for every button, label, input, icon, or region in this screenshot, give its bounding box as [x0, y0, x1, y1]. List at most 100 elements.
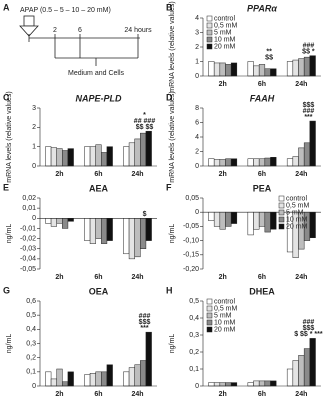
bar — [106, 218, 113, 241]
y-axis-label: ng/mL — [6, 334, 13, 354]
x-tick-label: 24h — [131, 391, 143, 398]
bar — [67, 218, 74, 222]
bar — [45, 371, 52, 387]
legend-swatch — [206, 312, 213, 319]
legend-label: 20 mM — [214, 43, 236, 50]
bar — [219, 62, 226, 77]
arrow-head — [19, 25, 39, 37]
y-tick-label: 0 — [32, 383, 36, 390]
bar — [253, 158, 260, 167]
bar — [56, 368, 63, 387]
y-tick-label: 0,3 — [26, 340, 36, 347]
bar — [270, 157, 277, 167]
bar — [219, 159, 226, 167]
y-tick-label: 0,05 — [185, 195, 199, 202]
bar — [286, 368, 294, 387]
bar — [95, 218, 102, 239]
chart-title: AEA — [89, 183, 109, 193]
legend-swatch — [206, 319, 213, 326]
annotation: $$ $$ — [136, 124, 154, 131]
bar — [309, 211, 316, 239]
x-tick-label: 24h — [295, 171, 307, 178]
y-tick-label: 0 — [195, 163, 199, 170]
y-tick-label: -0,02 — [20, 235, 36, 242]
bar — [50, 147, 57, 167]
time-label: 24 hours — [124, 27, 152, 34]
bar — [140, 132, 147, 167]
x-tick-label: 2h — [219, 171, 227, 178]
x-tick-label: 2h — [219, 274, 227, 281]
bar — [219, 211, 226, 230]
y-tick-label: 0,3 — [189, 332, 199, 339]
y-tick-label: 0 — [32, 215, 36, 222]
bar — [247, 61, 254, 77]
chart-title: NAPE-PLD — [75, 93, 122, 103]
x-tick-label: 24h — [131, 171, 143, 178]
bar — [292, 59, 299, 77]
dose-label: APAP (0.5 – 5 – 10 – 20 mM) — [20, 7, 111, 14]
y-tick-label: 0,01 — [22, 205, 36, 212]
bar — [264, 157, 271, 167]
legend-label: 5 mM — [286, 209, 304, 216]
legend-swatch — [206, 326, 213, 333]
legend-label: 0,5 mM — [286, 202, 310, 209]
legend-swatch — [278, 209, 285, 216]
bar — [145, 331, 152, 387]
annotation: ## ### — [134, 118, 156, 125]
x-tick-label: 6h — [258, 274, 266, 281]
bar — [208, 61, 215, 77]
bar — [225, 158, 232, 167]
y-tick-label: 0 — [195, 383, 199, 390]
bar — [89, 218, 96, 244]
panel-label: C — [3, 92, 10, 102]
annotation: $ — [143, 211, 147, 218]
bar — [84, 218, 91, 241]
x-tick-label: 24h — [295, 81, 307, 88]
bar — [309, 55, 316, 77]
bar — [134, 218, 141, 258]
chart-title: OEA — [89, 286, 109, 296]
bar — [286, 61, 294, 77]
legend-swatch — [206, 43, 213, 50]
legend-swatch — [206, 15, 213, 22]
legend-swatch — [278, 195, 285, 202]
bar — [101, 371, 108, 387]
legend-swatch — [206, 36, 213, 43]
legend-label: 5 mM — [214, 29, 232, 36]
bar — [128, 367, 135, 387]
bar — [89, 373, 96, 387]
bar — [253, 65, 260, 77]
y-tick-label: 6 — [195, 119, 199, 126]
chart-title: PEA — [253, 183, 272, 193]
y-tick-label: 1 — [195, 58, 199, 65]
legend-swatch — [278, 223, 285, 230]
bar — [230, 382, 238, 387]
x-tick-label: 6h — [94, 391, 102, 398]
y-tick-label: 0,5 — [189, 298, 199, 305]
bar — [258, 64, 266, 77]
bar — [56, 218, 63, 224]
bar — [303, 348, 311, 387]
bar — [225, 211, 232, 227]
bar — [253, 380, 260, 387]
bar — [258, 211, 266, 227]
bar — [286, 158, 294, 167]
y-tick-label: 8 — [195, 105, 199, 112]
bar — [56, 148, 63, 167]
annotation: $$$ — [139, 319, 151, 326]
x-tick-label: 24h — [295, 391, 307, 398]
legend-swatch — [278, 216, 285, 223]
chart-title: PPARα — [247, 3, 277, 13]
panel-label: A — [3, 2, 10, 12]
legend-label: control — [214, 15, 235, 22]
panel-a: A APAP (0.5 – 5 – 10 – 20 mM) 2 6 24 hou… — [3, 2, 152, 76]
y-tick-label: -0,04 — [20, 256, 36, 263]
bar — [298, 355, 305, 387]
legend-label: control — [214, 298, 235, 305]
y-tick-label: 0 — [195, 73, 199, 80]
x-tick-label: 6h — [94, 171, 102, 178]
y-tick-label: 0,02 — [22, 195, 36, 202]
panel-label: H — [166, 285, 173, 295]
legend-swatch — [206, 298, 213, 305]
legend-label: 10 mM — [214, 36, 236, 43]
